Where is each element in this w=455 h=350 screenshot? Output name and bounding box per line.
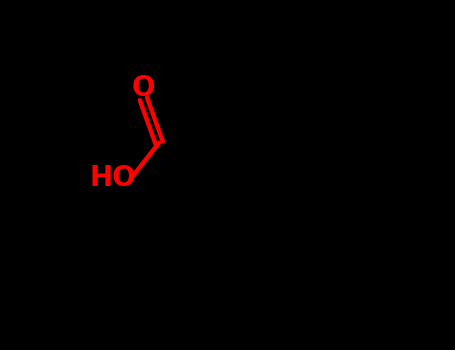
Text: O: O xyxy=(131,74,155,102)
Text: HO: HO xyxy=(89,163,136,191)
